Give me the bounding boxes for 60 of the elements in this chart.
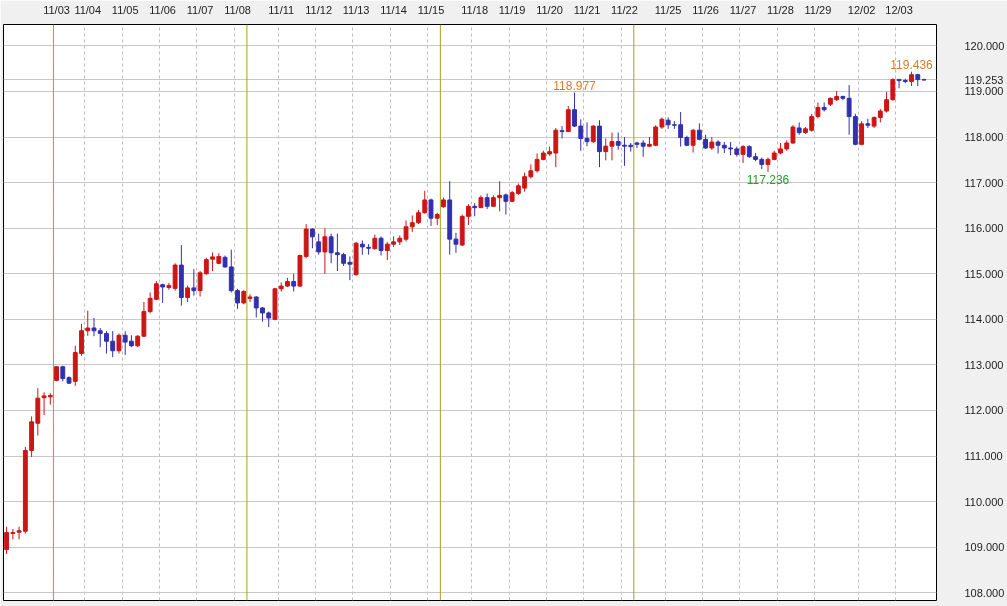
y-tick-label: 116.000 <box>964 222 1004 235</box>
x-tick-label: 11/07 <box>186 3 214 16</box>
y-tick-label: 108.000 <box>964 586 1005 599</box>
x-tick-label: 11/26 <box>692 3 719 16</box>
candlestick <box>609 132 615 161</box>
candlestick <box>715 139 721 154</box>
candlestick <box>865 118 871 129</box>
y-tick-label: 110.000 <box>964 495 1004 508</box>
candlestick <box>247 293 253 303</box>
x-tick-label: 11/06 <box>149 3 176 16</box>
candlestick <box>322 227 328 275</box>
x-tick-label: 11/04 <box>74 3 102 16</box>
candlestick <box>565 105 571 133</box>
x-tick-label: 11/29 <box>804 3 832 16</box>
annotation: 118.977 <box>553 78 597 93</box>
y-tick-label: 111.000 <box>964 450 1003 463</box>
y-tick-label: 114.000 <box>964 313 1004 326</box>
candlestick <box>172 262 178 292</box>
y-tick-label: 117.000 <box>964 176 1004 189</box>
x-tick-label: 11/20 <box>536 3 563 16</box>
y-tick-label: 119.000 <box>964 85 1004 98</box>
candlestick <box>428 198 434 227</box>
x-tick-label: 11/22 <box>611 3 638 16</box>
candlestick <box>378 235 384 257</box>
y-tick-label: 112.000 <box>964 404 1004 417</box>
x-tick-label: 11/28 <box>767 3 794 16</box>
x-tick-label: 11/03 <box>43 3 70 16</box>
y-tick-label: 118.000 <box>964 131 1004 144</box>
x-tick-label: 11/05 <box>111 3 139 16</box>
y-tick-label: 109.000 <box>964 541 1005 554</box>
x-tick-label: 11/27 <box>729 3 757 16</box>
x-tick-label: 11/13 <box>342 3 370 16</box>
y-tick-label: 119.253 <box>964 73 1004 86</box>
candlestick <box>309 227 315 249</box>
candlestick <box>740 144 746 164</box>
x-tick-label: 12/02 <box>847 3 876 16</box>
x-tick-label: 12/03 <box>885 3 913 16</box>
x-tick-label: 11/08 <box>224 3 251 16</box>
candlestick <box>859 120 865 146</box>
candlestick <box>559 125 565 139</box>
candlestick <box>191 268 197 297</box>
y-tick-label: 120.000 <box>964 39 1005 52</box>
candlestick <box>166 282 172 291</box>
x-tick-label: 11/21 <box>573 3 601 16</box>
candlestick <box>366 243 372 256</box>
x-tick-label: 11/15 <box>417 3 445 16</box>
x-tick-label: 11/12 <box>305 3 333 16</box>
annotation: 119.436 <box>890 57 934 72</box>
candlestick <box>690 128 696 154</box>
y-tick-label: 113.000 <box>964 358 1004 371</box>
y-tick-label: 115.000 <box>964 267 1004 280</box>
x-tick-label: 11/14 <box>380 3 407 16</box>
x-tick-label: 11/11 <box>268 3 295 16</box>
x-tick-label: 11/18 <box>461 3 489 16</box>
candlestick <box>116 332 122 355</box>
candlestick <box>316 233 322 256</box>
candlestick <box>603 137 609 161</box>
x-tick-label: 11/25 <box>654 3 682 16</box>
x-tick-label: 11/19 <box>498 3 526 16</box>
annotation: 117.236 <box>746 172 790 187</box>
